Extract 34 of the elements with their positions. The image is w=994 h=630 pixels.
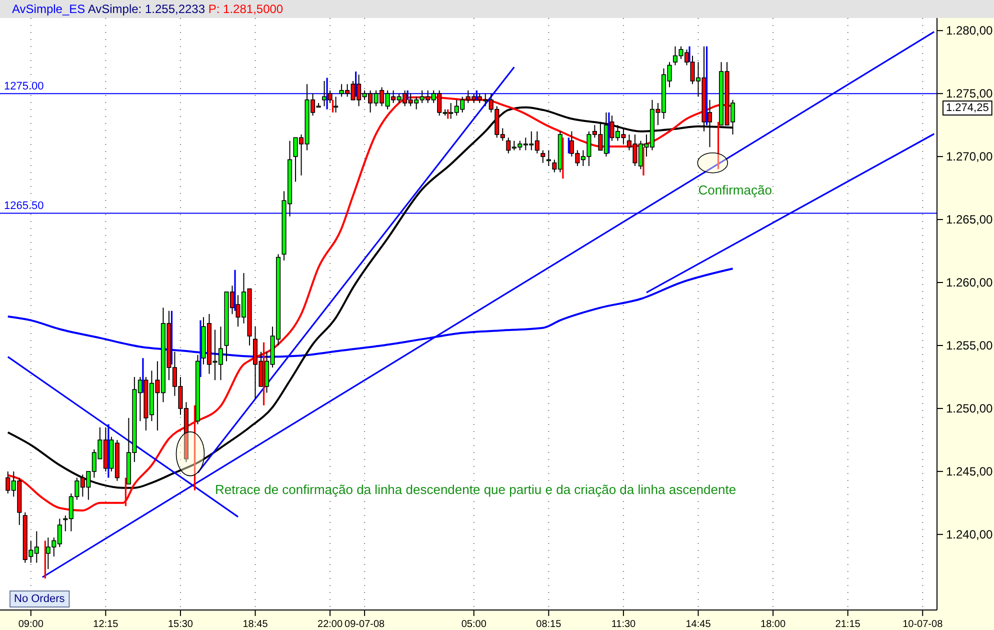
x-tick-label: 18:00 (760, 619, 786, 630)
y-tick-label: 1.240,00 (946, 527, 994, 542)
x-tick-label: 10-07-08 (902, 619, 944, 630)
x-tick-label: 15:30 (168, 619, 194, 630)
annotation: No Orders (14, 593, 66, 605)
chart-title: AvSimple_ES AvSimple: 1.255,2233 (12, 2, 206, 16)
x-tick-label: 09:00 (18, 619, 44, 630)
y-tick-label: 1.250,00 (946, 401, 994, 416)
candlestick (546, 150, 551, 166)
y-tick-label: 1.265,00 (946, 212, 994, 226)
y-tick-label: 1.255,00 (946, 338, 994, 352)
annotation: Confirmação (698, 182, 772, 198)
x-tick-label: 21:15 (835, 619, 861, 630)
x-tick-label: 08:15 (536, 619, 562, 630)
candlestick (540, 150, 546, 164)
chart-subtitle: P: 1.281,5000 (205, 2, 284, 16)
x-tick-label: 11:30 (611, 619, 636, 630)
y-tick-label: 1.260,00 (946, 275, 994, 290)
x-tick-label: 14:45 (686, 619, 712, 630)
x-tick-label: 12:15 (93, 619, 119, 630)
annotation: Retrace de confirmação da linha descendente que partiu e da criação da linha ascendente (214, 482, 736, 498)
y-tick-label: 1.275,00 (946, 86, 994, 100)
x-tick-label: 09-07-08 (344, 619, 386, 630)
candlestick (334, 96, 338, 113)
text: 1.274,25 (946, 102, 989, 114)
x-tick-label: 22:00 (318, 619, 343, 630)
y-tick-label: 1.270,00 (946, 149, 994, 164)
button: No Orders (10, 590, 70, 608)
y-tick-label: 1.245,00 (946, 464, 994, 478)
x-tick-label: 05:00 (461, 619, 487, 630)
ref-line-label: 1265.50 (4, 200, 44, 212)
ref-line-label: 1275.00 (4, 80, 44, 93)
x-tick-label: 18:45 (242, 619, 268, 630)
y-tick-label: 1.280,00 (946, 23, 994, 38)
